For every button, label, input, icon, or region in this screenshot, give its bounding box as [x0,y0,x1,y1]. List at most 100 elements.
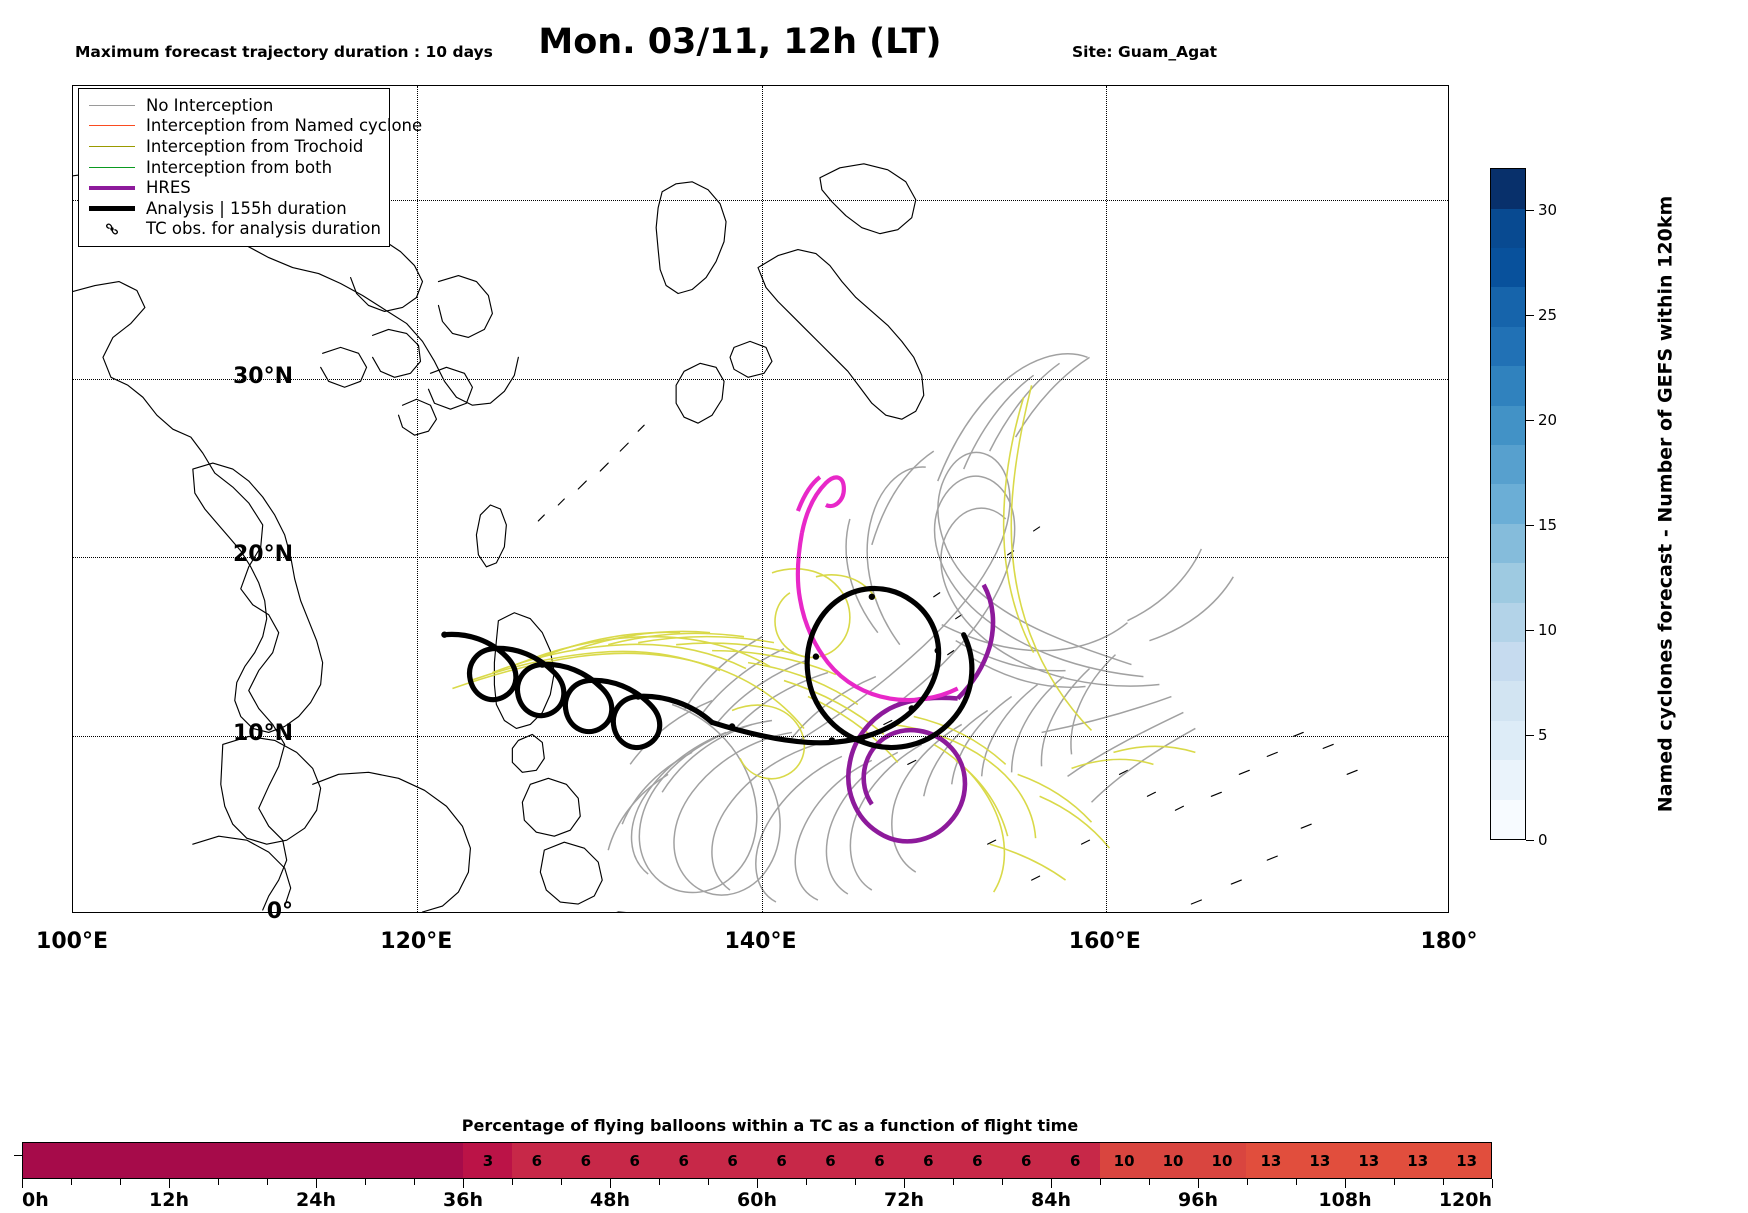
percentage-cell-11[interactable]: 6 [561,1143,611,1178]
colorbar-band-15 [1491,208,1525,248]
time-minortick-76 [953,1179,954,1185]
legend-line-swatch [87,166,137,168]
colorbar-band-7 [1491,523,1525,564]
legend-item-5[interactable]: Analysis | 155h duration [87,198,381,219]
time-tick-60 [757,1179,758,1188]
colorbar-band-16 [1491,169,1525,209]
percentage-cell-7[interactable] [365,1143,415,1178]
colorbar-gradient [1490,168,1526,840]
legend-label: Interception from both [146,157,333,177]
time-minortick-52 [659,1179,660,1185]
percentage-cell-21[interactable]: 6 [1050,1143,1100,1178]
percentage-cell-5[interactable] [267,1143,317,1178]
time-tick-0 [22,1179,23,1188]
legend-color-line [89,125,135,127]
percentage-cell-17[interactable]: 6 [854,1143,904,1178]
colorbar-band-5 [1491,602,1525,642]
colorbar-tick-0 [1526,840,1534,841]
legend-item-0[interactable]: No Interception [87,95,381,116]
gridline-lat-20 [73,557,1448,559]
colorbar-band-3 [1491,681,1525,721]
legend-color-line [89,205,135,211]
percentage-cell-0[interactable] [23,1143,72,1178]
percentage-cell-24[interactable]: 10 [1197,1143,1247,1178]
legend-item-3[interactable]: Interception from both [87,157,381,178]
colorbar[interactable]: 0 5 10 15 20 25 30 [1490,168,1557,849]
percentage-cell-22[interactable]: 10 [1099,1143,1149,1178]
percentage-cell-28[interactable]: 13 [1393,1143,1443,1178]
percentage-cell-3[interactable] [169,1143,219,1178]
gridline-lat-10 [73,735,1448,737]
percentage-cell-25[interactable]: 13 [1246,1143,1296,1178]
colorbar-tick-10 [1526,630,1534,631]
gridline-lat-40 [73,200,1448,202]
percentage-cell-10[interactable]: 6 [512,1143,562,1178]
percentage-cell-20[interactable]: 6 [1001,1143,1051,1178]
colorbar-band-14 [1491,247,1525,288]
colorbar-ticklabel-20: 20 [1538,411,1558,429]
percentage-cell-2[interactable] [120,1143,170,1178]
percentage-cell-27[interactable]: 13 [1344,1143,1394,1178]
percentage-cell-8[interactable] [414,1143,464,1178]
map-panel [72,85,1449,913]
percentage-cell-4[interactable] [218,1143,268,1178]
percentage-cell-9[interactable]: 3 [463,1143,513,1178]
gridline-lat-30 [73,378,1448,380]
time-tick-36 [463,1179,464,1188]
colorbar-band-0 [1491,799,1525,839]
colorbar-band-13 [1491,287,1525,327]
time-minortick-4 [71,1179,72,1185]
percentage-cell-19[interactable]: 6 [952,1143,1002,1178]
legend-color-line [89,145,135,147]
time-minortick-40 [512,1179,513,1185]
legend-color-line [89,185,135,190]
time-tick-84 [1051,1179,1052,1188]
percentage-cell-15[interactable]: 6 [757,1143,806,1178]
percentage-cell-29[interactable]: 13 [1442,1143,1492,1178]
percentage-cell-13[interactable]: 6 [659,1143,709,1178]
percentage-cell-16[interactable]: 6 [806,1143,855,1178]
page-title: Mon. 03/11, 12h (LT) [538,22,942,62]
time-minortick-20 [267,1179,268,1185]
legend-item-4[interactable]: HRES [87,177,381,198]
time-tick-12 [169,1179,170,1188]
legend-item-6[interactable]: TC obs. for analysis duration [87,219,381,240]
percentage-bar-axis: 0h 12h 24h 36h 48h 60h 72h 84h 96h 108h 120h [22,1179,1493,1213]
legend-line-swatch [87,125,137,127]
percentage-cell-14[interactable]: 6 [708,1143,758,1178]
time-ticklabel-108: 108h [1318,1189,1372,1211]
lon-tick-180: 180° [1420,929,1478,954]
percentage-cell-18[interactable]: 6 [903,1143,953,1178]
colorbar-band-11 [1491,366,1525,406]
colorbar-tick-20 [1526,420,1534,421]
trajectory-magenta-layer [795,475,959,703]
legend-label: TC obs. for analysis duration [146,219,381,239]
lon-tick-100: 100°E [36,929,108,954]
lat-tick-10: 10°N [232,720,293,746]
percentage-bar[interactable]: 3 6 6 6 6 6 6 6 6 6 6 6 6 10 10 10 13 13 13 13 13 [22,1142,1492,1179]
legend-label: No Interception [146,95,274,115]
percentage-cell-26[interactable]: 13 [1295,1143,1345,1178]
percentage-cell-6[interactable] [316,1143,366,1178]
map-legend[interactable]: No Interception Interception from Named c… [78,88,422,248]
time-minortick-32 [414,1179,415,1185]
percentage-cell-12[interactable]: 6 [610,1143,660,1178]
time-ticklabel-60: 60h [737,1189,777,1211]
legend-line-swatch [87,205,137,211]
trajectory-trochoid-layer [452,385,1196,893]
gridline-lon-160 [1105,86,1107,912]
tc-observation-markers [441,593,941,744]
legend-label: HRES [146,178,191,198]
legend-item-1[interactable]: Interception from Named cyclone [87,116,422,137]
lat-tick-0: 0° [266,899,293,924]
percentage-cell-1[interactable] [71,1143,121,1178]
time-minortick-92 [1149,1179,1150,1185]
lon-tick-120: 120°E [380,929,453,954]
percentage-cell-23[interactable]: 10 [1148,1143,1198,1178]
lat-tick-20: 20°N [232,542,293,568]
colorbar-band-6 [1491,563,1525,603]
legend-item-2[interactable]: Interception from Trochoid [87,136,381,157]
coastline-layer [73,163,1358,912]
time-minortick-56 [708,1179,709,1185]
time-ticklabel-24: 24h [296,1189,336,1211]
